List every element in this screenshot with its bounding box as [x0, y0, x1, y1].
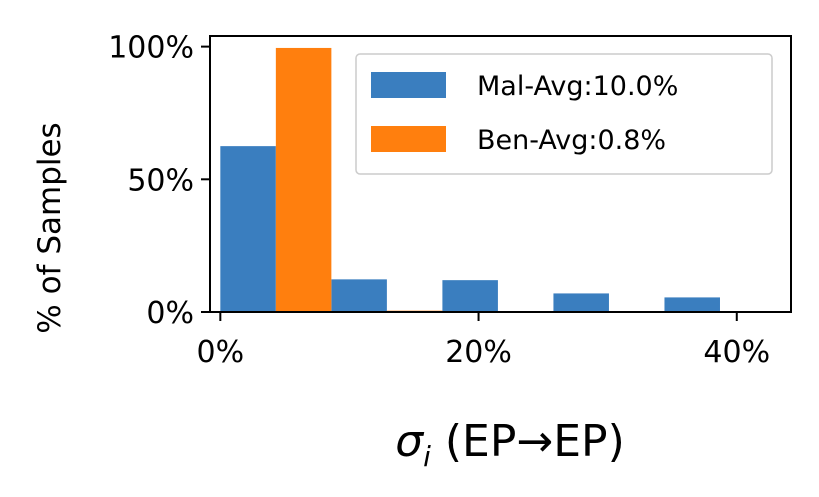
y-tick-label-1: 50%: [127, 163, 194, 198]
bar-mal-3: [553, 293, 609, 312]
bar-mal-2: [442, 280, 498, 312]
y-axis: 0% 50% 100%: [108, 31, 210, 331]
x-axis-label-subscript: i: [423, 440, 431, 473]
y-tick-label-2: 100%: [108, 31, 194, 66]
legend-box: [355, 53, 773, 175]
bar-mal-4: [664, 297, 720, 312]
plot-frame: [209, 35, 792, 313]
x-axis: 0% 20% 40%: [197, 312, 770, 370]
legend-label-ben: Ben-Avg:0.8%: [477, 125, 666, 156]
x-axis-label: σi (EP→EP): [395, 416, 625, 473]
legend-swatch-ben: [371, 126, 446, 152]
x-tick-label-1: 20%: [445, 335, 512, 370]
x-tick-label-2: 40%: [703, 335, 770, 370]
legend-label-mal: Mal-Avg:10.0%: [477, 71, 678, 102]
bar-mal-0: [220, 146, 276, 312]
bar-ben-0: [275, 47, 332, 312]
legend-swatch-mal: [371, 72, 446, 98]
y-axis-label: % of Samples: [32, 122, 68, 333]
legend: Mal-Avg:10.0% Ben-Avg:0.8%: [355, 53, 773, 175]
bars-group: [220, 47, 720, 312]
x-tick-label-0: 0%: [197, 335, 245, 370]
x-axis-label-symbol: σ: [395, 416, 424, 467]
x-axis-label-rest: (EP→EP): [431, 416, 625, 467]
y-tick-label-0: 0%: [146, 296, 194, 331]
bar-mal-1: [331, 279, 387, 312]
